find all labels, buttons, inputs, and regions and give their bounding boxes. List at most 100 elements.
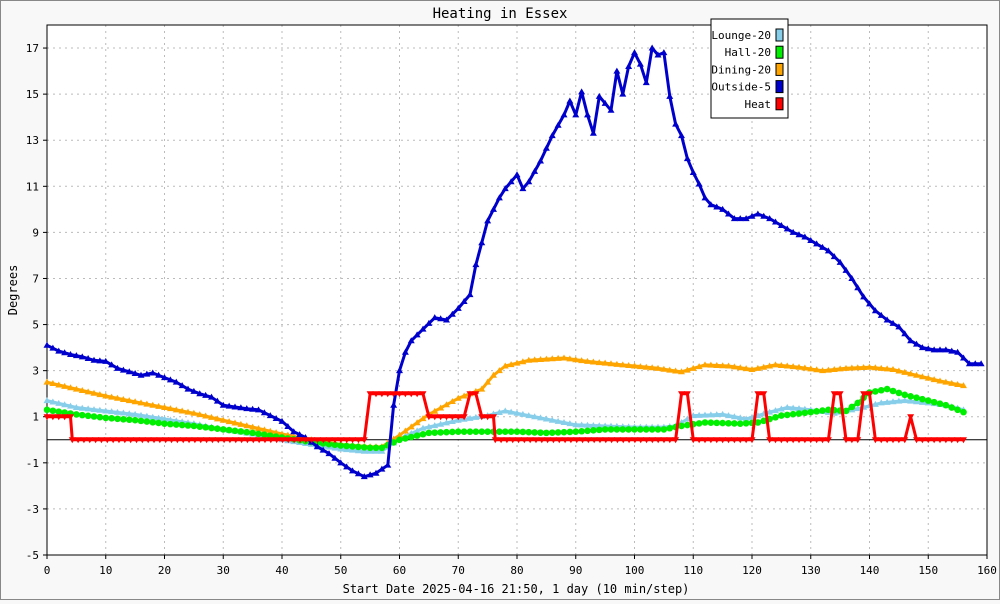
data-point-lounge-20	[854, 405, 862, 412]
data-point-heat	[431, 414, 439, 421]
data-point-hall-20	[460, 428, 468, 436]
data-point-dining-20	[61, 382, 69, 389]
data-point-dining-20	[448, 398, 456, 405]
data-point-heat	[766, 437, 774, 444]
data-point-lounge-20	[913, 398, 920, 405]
data-point-outside-5	[930, 346, 938, 353]
data-point-outside-5	[225, 402, 233, 409]
data-point-heat	[454, 414, 462, 421]
data-point-outside-5	[343, 463, 351, 470]
data-point-outside-5	[548, 132, 556, 139]
data-point-dining-20	[272, 429, 280, 436]
data-point-dining-20	[766, 362, 774, 369]
data-point-heat	[267, 437, 275, 444]
data-point-lounge-20	[419, 424, 427, 431]
data-point-heat	[707, 437, 715, 444]
data-point-heat	[848, 437, 856, 444]
data-point-hall-20	[648, 426, 656, 433]
data-point-heat	[907, 414, 915, 421]
data-point-dining-20	[801, 364, 809, 371]
data-point-heat	[478, 414, 486, 421]
data-point-dining-20	[848, 364, 856, 371]
data-point-outside-5	[824, 247, 832, 254]
data-point-outside-5	[460, 298, 468, 305]
data-point-heat	[613, 437, 621, 444]
data-point-heat	[824, 437, 832, 444]
data-point-heat	[185, 437, 193, 444]
data-point-hall-20	[49, 407, 57, 415]
data-point-heat	[742, 437, 750, 444]
data-point-lounge-20	[166, 416, 174, 423]
data-point-outside-5	[701, 194, 709, 201]
data-point-lounge-20	[507, 408, 515, 415]
data-point-dining-20	[478, 385, 486, 392]
data-point-heat	[208, 437, 216, 444]
data-point-lounge-20	[730, 413, 738, 420]
data-point-heat	[150, 437, 158, 444]
data-point-outside-5	[67, 351, 74, 358]
data-point-hall-20	[219, 426, 227, 433]
data-point-heat	[156, 437, 164, 444]
data-point-dining-20	[713, 361, 721, 368]
data-point-heat	[567, 437, 575, 444]
data-point-outside-5	[131, 370, 139, 377]
data-point-outside-5	[730, 215, 738, 222]
data-point-outside-5	[754, 210, 762, 217]
data-point-lounge-20	[119, 409, 127, 416]
data-point-outside-5	[384, 461, 392, 468]
data-point-heat	[695, 437, 703, 444]
data-point-hall-20	[913, 394, 920, 402]
data-point-outside-5	[419, 325, 427, 332]
data-point-hall-20	[472, 428, 480, 436]
data-point-hall-20	[507, 428, 515, 436]
data-point-outside-5	[255, 406, 262, 413]
data-point-dining-20	[619, 361, 627, 368]
data-point-dining-20	[525, 356, 533, 363]
data-point-heat	[813, 437, 821, 444]
data-point-dining-20	[513, 359, 521, 366]
data-point-heat	[666, 437, 674, 444]
data-point-heat	[913, 437, 920, 444]
data-point-outside-5	[108, 361, 116, 368]
x-tick-label: 120	[742, 564, 762, 577]
data-point-heat	[232, 437, 240, 444]
data-point-hall-20	[337, 442, 345, 449]
data-point-heat	[549, 437, 557, 444]
data-point-lounge-20	[443, 419, 450, 426]
data-point-dining-20	[871, 364, 879, 371]
data-point-lounge-20	[96, 406, 104, 413]
data-point-heat	[74, 437, 82, 444]
data-point-dining-20	[695, 363, 703, 370]
data-point-outside-5	[372, 469, 380, 476]
data-point-lounge-20	[519, 410, 527, 417]
data-point-outside-5	[766, 215, 774, 222]
data-point-hall-20	[725, 419, 732, 427]
data-point-hall-20	[454, 428, 462, 436]
data-point-lounge-20	[795, 405, 803, 412]
data-point-hall-20	[108, 415, 115, 422]
y-tick-label: 13	[26, 134, 39, 147]
data-point-heat	[491, 437, 499, 444]
data-point-outside-5	[772, 218, 779, 225]
data-point-outside-5	[237, 404, 245, 411]
data-point-heat	[648, 437, 656, 444]
data-point-outside-5	[178, 382, 186, 389]
data-point-outside-5	[842, 266, 850, 273]
data-point-heat	[660, 437, 668, 444]
data-point-heat	[226, 437, 234, 444]
data-point-outside-5	[777, 221, 785, 228]
data-point-outside-5	[860, 293, 868, 300]
data-point-lounge-20	[736, 414, 744, 421]
data-point-lounge-20	[55, 399, 63, 406]
data-point-dining-20	[266, 427, 274, 434]
data-point-outside-5	[243, 405, 251, 412]
data-point-hall-20	[55, 408, 63, 415]
data-point-heat	[719, 437, 727, 444]
x-tick-label: 100	[625, 564, 645, 577]
data-point-outside-5	[484, 217, 492, 224]
data-point-outside-5	[231, 403, 239, 410]
data-point-dining-20	[78, 386, 86, 393]
data-point-outside-5	[272, 414, 280, 421]
data-point-heat	[378, 391, 386, 398]
